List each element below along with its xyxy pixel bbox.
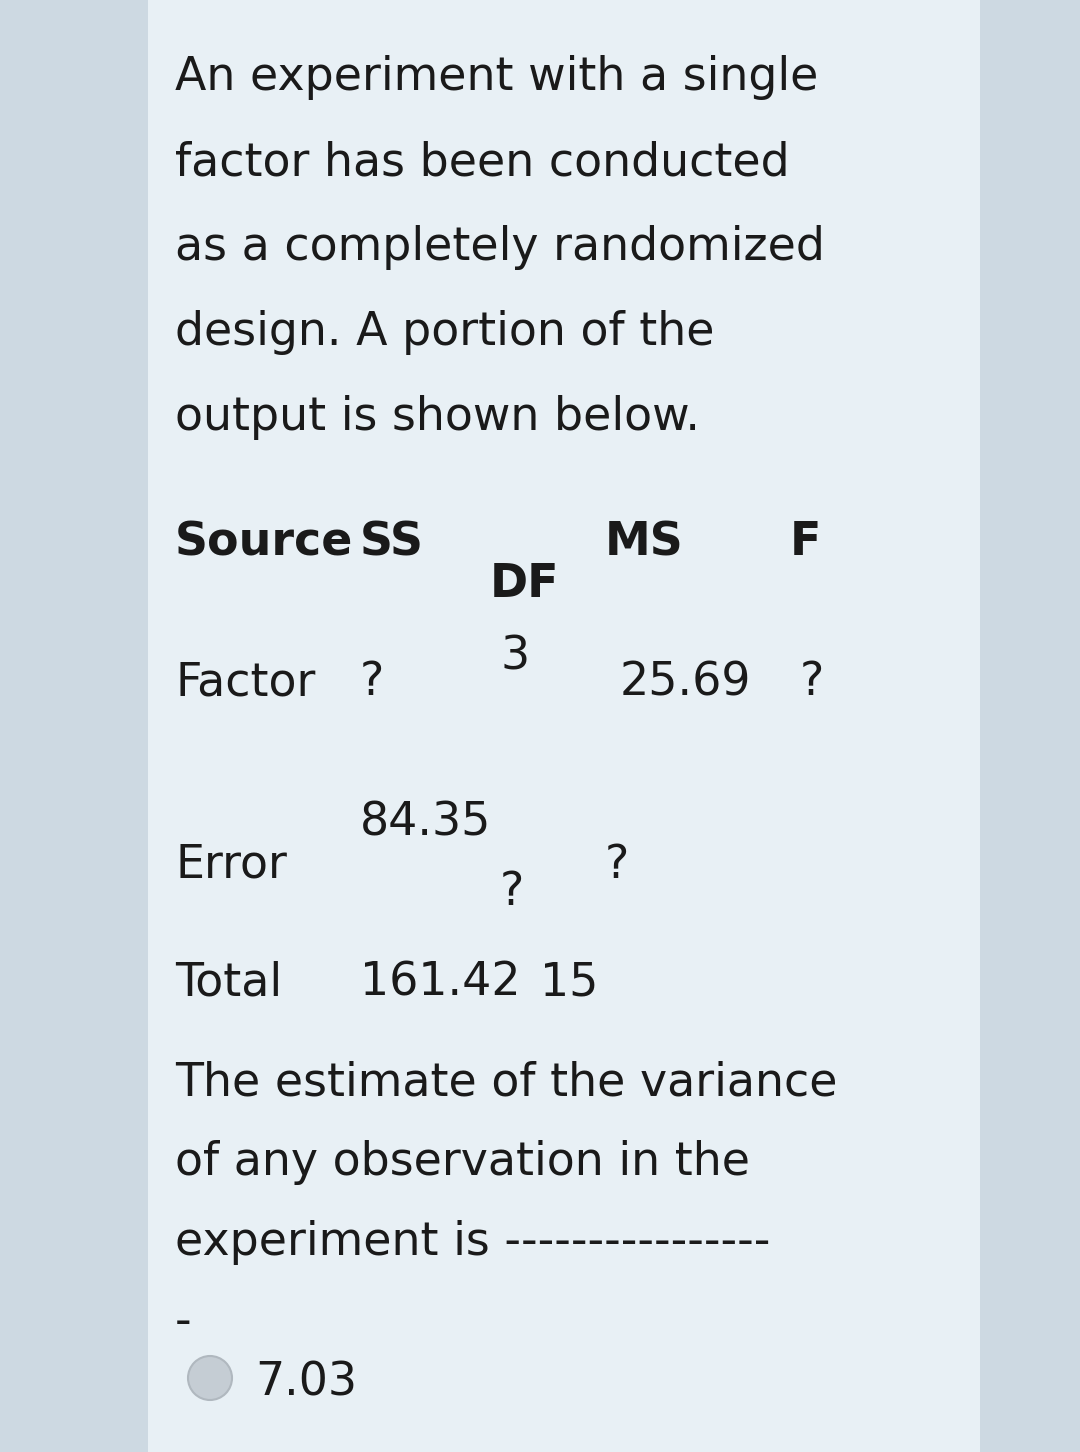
Text: F: F <box>789 520 822 565</box>
Text: output is shown below.: output is shown below. <box>175 395 700 440</box>
Text: experiment is ----------------: experiment is ---------------- <box>175 1220 770 1265</box>
Text: Source: Source <box>175 520 353 565</box>
Text: Factor: Factor <box>175 661 315 706</box>
Text: 84.35: 84.35 <box>360 800 491 845</box>
Text: -: - <box>175 1300 191 1345</box>
Text: as a completely randomized: as a completely randomized <box>175 225 825 270</box>
Text: 25.69: 25.69 <box>620 661 752 706</box>
Text: Total: Total <box>175 960 282 1005</box>
Text: 7.03: 7.03 <box>255 1361 357 1406</box>
Text: factor has been conducted: factor has been conducted <box>175 139 789 184</box>
Text: Error: Error <box>175 844 287 889</box>
Bar <box>148 0 980 1452</box>
Text: MS: MS <box>605 520 684 565</box>
Circle shape <box>188 1356 232 1400</box>
Text: DF: DF <box>490 562 559 607</box>
Text: SS: SS <box>360 520 424 565</box>
Text: ?: ? <box>800 661 824 706</box>
Text: design. A portion of the: design. A portion of the <box>175 309 715 354</box>
Text: of any observation in the: of any observation in the <box>175 1140 750 1185</box>
Text: The estimate of the variance: The estimate of the variance <box>175 1060 837 1105</box>
Text: 161.42: 161.42 <box>360 960 521 1005</box>
Text: 3: 3 <box>500 635 529 680</box>
Text: 15: 15 <box>540 960 598 1005</box>
Text: ?: ? <box>500 870 525 915</box>
Text: ?: ? <box>360 661 384 706</box>
Text: An experiment with a single: An experiment with a single <box>175 55 819 100</box>
Text: ?: ? <box>605 844 630 889</box>
